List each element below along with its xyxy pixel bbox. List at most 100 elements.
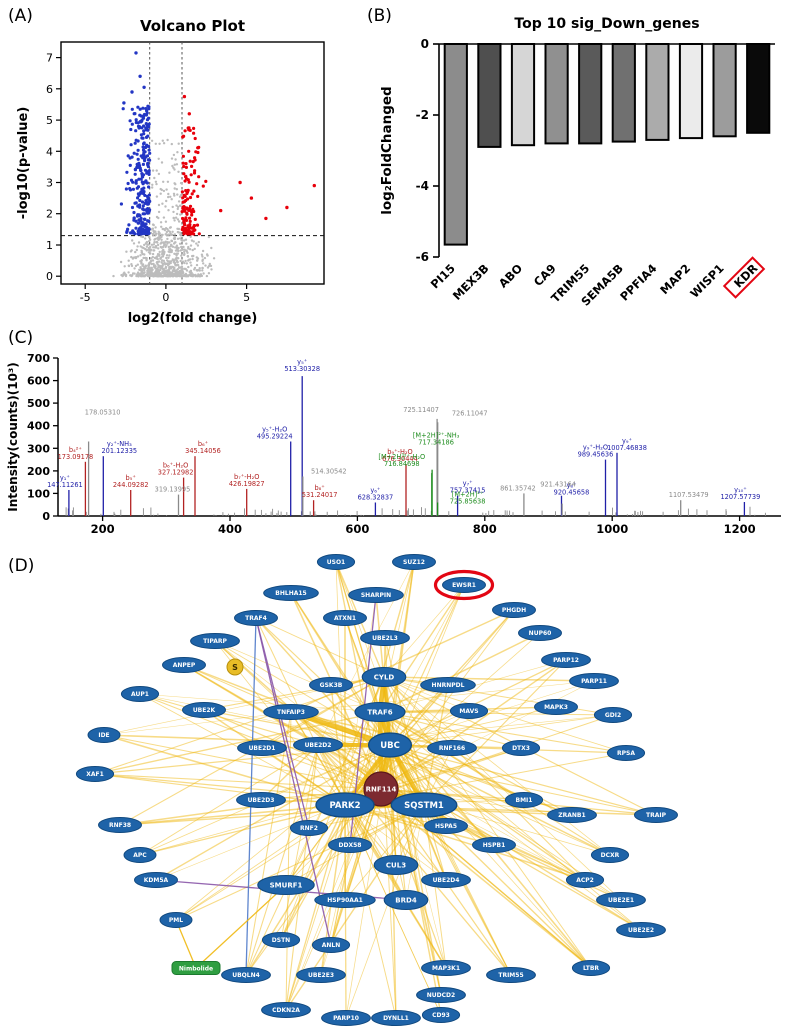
svg-text:y₉⁺-H₂O: y₉⁺-H₂O: [583, 444, 608, 452]
node-TIPARP: TIPARP: [190, 633, 240, 649]
bar-label-ABO: ABO: [496, 261, 525, 290]
svg-text:RNF2: RNF2: [300, 825, 318, 832]
svg-text:147.11261: 147.11261: [47, 481, 83, 489]
svg-text:APC: APC: [133, 852, 147, 859]
svg-text:S: S: [232, 663, 238, 672]
node-RNF2: RNF2: [289, 820, 329, 836]
svg-text:173.09178: 173.09178: [58, 453, 94, 461]
node-ANPEP: ANPEP: [162, 657, 206, 673]
y-tick-label: -2: [416, 108, 429, 122]
svg-text:861.35742: 861.35742: [500, 484, 536, 492]
node-PARP11: PARP11: [569, 673, 619, 689]
svg-text:RNF114: RNF114: [366, 785, 397, 793]
y-tick-label: -6: [416, 250, 429, 264]
svg-text:ATXN1: ATXN1: [334, 615, 356, 622]
y-tick-label: 0: [42, 510, 50, 523]
node-CD93: CD93: [421, 1007, 461, 1023]
node-ANLN: ANLN: [311, 937, 351, 953]
svg-text:UBE2D2: UBE2D2: [305, 742, 332, 749]
bar-label-PPFIA4: PPFIA4: [617, 261, 659, 303]
svg-text:UBE2E2: UBE2E2: [628, 927, 654, 934]
svg-text:ANPEP: ANPEP: [173, 662, 196, 669]
network-nodes: USO1 SUZ12 BHLHA15 SHARPIN EWSR1 TRAF4 ATXN1 PH…: [75, 554, 678, 1026]
svg-text:RNF38: RNF38: [109, 822, 131, 829]
bar-CA9: [544, 43, 569, 145]
node-NUP60: NUP60: [518, 625, 562, 641]
node-UBC: UBC: [367, 732, 413, 758]
svg-text:PHGDH: PHGDH: [502, 607, 526, 614]
node-SHARPIN: SHARPIN: [348, 587, 404, 603]
bar-MEX3B: [477, 43, 502, 148]
svg-text:920.45658: 920.45658: [554, 489, 590, 497]
ms2-spectrum: 0 100 200 300 400 500 600 700 200 400 600 800 1000 12…: [6, 352, 781, 536]
node-UBE2E2: UBE2E2: [616, 922, 666, 938]
node-EWSR1: EWSR1: [442, 577, 486, 593]
node-BRD4: BRD4: [383, 889, 429, 911]
svg-text:UBE2D1: UBE2D1: [249, 745, 276, 752]
node-XAF1: XAF1: [75, 766, 115, 782]
svg-text:717.34186: 717.34186: [418, 439, 454, 447]
svg-text:RPSA: RPSA: [617, 750, 635, 757]
node-HSPA5: HSPA5: [424, 818, 468, 834]
svg-text:RNF166: RNF166: [439, 745, 465, 752]
svg-text:MAP3K1: MAP3K1: [432, 965, 460, 972]
svg-text:UBE2D4: UBE2D4: [433, 877, 460, 884]
bar-label-WISP1: WISP1: [687, 261, 726, 300]
ewsr1-red-ring: [433, 569, 495, 601]
svg-text:921.43164: 921.43164: [540, 481, 576, 489]
svg-text:HSPA5: HSPA5: [435, 823, 457, 830]
svg-text:LTBR: LTBR: [583, 965, 599, 972]
node-BHLHA15: BHLHA15: [263, 585, 319, 601]
x-tick-label: 600: [345, 522, 369, 536]
svg-text:UBE2E1: UBE2E1: [608, 897, 634, 904]
svg-text:KDM5A: KDM5A: [144, 877, 169, 884]
node-KDM5A: KDM5A: [134, 872, 178, 888]
svg-text:b₆⁺-H₂O: b₆⁺-H₂O: [163, 462, 188, 470]
y-tick-label: 1: [46, 239, 53, 252]
node-GDI2: GDI2: [593, 707, 633, 723]
node-UBE2D2: UBE2D2: [293, 737, 343, 753]
node-UBE2D1: UBE2D1: [237, 740, 287, 756]
ppi-network: USO1 SUZ12 BHLHA15 SHARPIN EWSR1 TRAF4 ATXN1 PH…: [75, 554, 678, 1026]
svg-text:SMURF1: SMURF1: [270, 882, 303, 890]
svg-text:b₅⁺: b₅⁺: [126, 474, 137, 482]
svg-text:319.13995: 319.13995: [155, 486, 191, 494]
node-AUP1: AUP1: [120, 686, 160, 702]
noise-peaks: [65, 506, 766, 516]
panel-b-label: (B): [367, 6, 392, 26]
svg-text:531.24017: 531.24017: [302, 491, 338, 499]
bar-MAP2: [678, 43, 704, 140]
svg-text:ANLN: ANLN: [322, 942, 341, 949]
x-tick-label: 800: [473, 522, 497, 536]
node-DCXR: DCXR: [590, 847, 630, 863]
node-HNRNPDL: HNRNPDL: [420, 677, 476, 693]
svg-text:CYLD: CYLD: [374, 674, 395, 682]
svg-text:y₈⁺: y₈⁺: [566, 482, 577, 490]
svg-text:AUP1: AUP1: [131, 691, 149, 698]
node-TRAIP: TRAIP: [634, 807, 678, 823]
svg-text:676.30444: 676.30444: [382, 455, 418, 463]
bars-ylabel: log₂FoldChanged: [379, 86, 395, 214]
x-tick-label: 1000: [596, 522, 628, 536]
svg-text:1207.57739: 1207.57739: [720, 493, 760, 501]
bar-PPFIA4: [645, 43, 670, 141]
svg-text:PML: PML: [169, 917, 183, 924]
svg-text:BRD4: BRD4: [395, 897, 417, 905]
svg-text:DYNLL1: DYNLL1: [383, 1015, 409, 1022]
panel-a-label: (A): [8, 6, 33, 26]
node-DDX58: DDX58: [328, 837, 372, 853]
node-PHGDH: PHGDH: [492, 602, 536, 618]
panel-c-label: (C): [8, 328, 34, 348]
volcano-title: Volcano Plot: [140, 17, 245, 35]
svg-text:y₁₀⁺: y₁₀⁺: [734, 486, 747, 494]
special-edge: [255, 617, 332, 946]
svg-text:495.29224: 495.29224: [257, 433, 293, 441]
bar-SEMA5B: [611, 43, 636, 143]
svg-text:XAF1: XAF1: [86, 771, 104, 778]
svg-text:TRIM55: TRIM55: [498, 972, 523, 979]
node-PARP10: PARP10: [321, 1010, 371, 1026]
svg-text:UBC: UBC: [380, 741, 400, 751]
y-tick-label: 200: [27, 465, 50, 478]
svg-text:PARP10: PARP10: [333, 1015, 359, 1022]
